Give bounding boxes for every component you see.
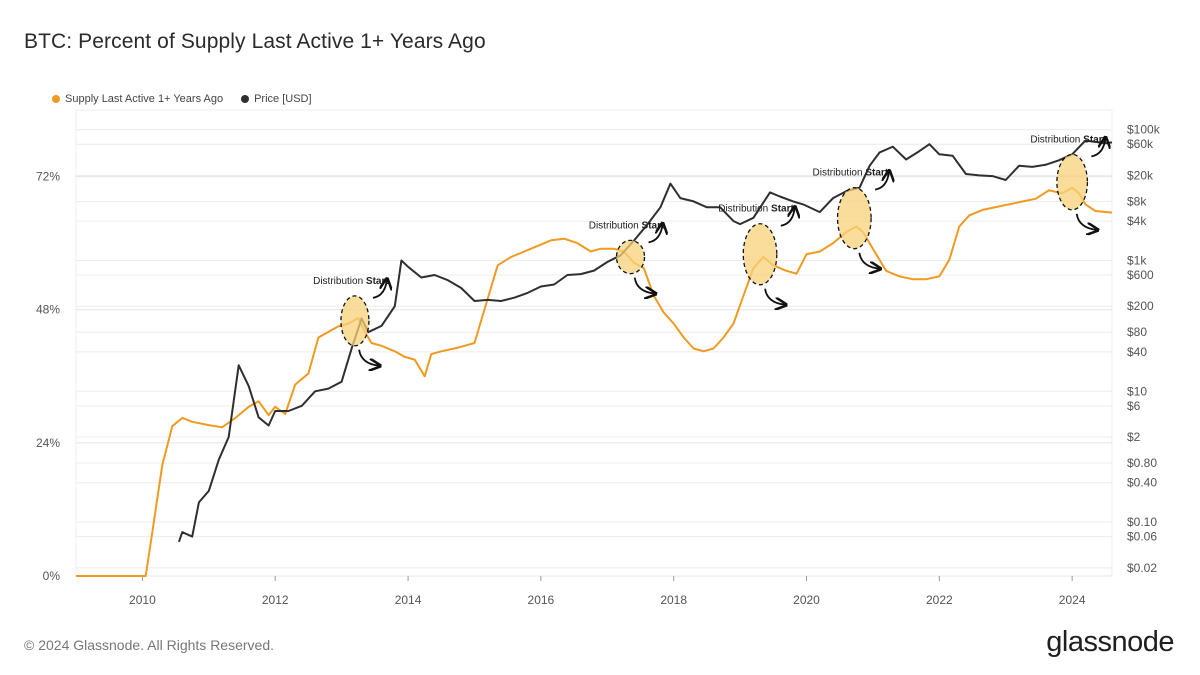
distribution-highlight-ellipse: [1056, 153, 1089, 211]
arrow-up-icon: [874, 172, 889, 191]
chart-title: BTC: Percent of Supply Last Active 1+ Ye…: [24, 30, 486, 53]
distribution-highlight-ellipse: [742, 223, 778, 286]
y-right-tick-label: $80: [1127, 325, 1147, 339]
arrow-down-icon: [858, 252, 879, 269]
grid-lines: [75, 109, 1113, 577]
y-right-tick-label: $60k: [1127, 137, 1154, 151]
y-right-tick-label: $20k: [1127, 168, 1154, 182]
arrow-up-icon: [780, 208, 795, 227]
y-left-tick-label: 48%: [36, 303, 60, 317]
y-left-tick-label: 24%: [36, 436, 60, 450]
arrow-down-icon: [764, 288, 785, 305]
annotation-label: Distribution Start: [589, 220, 665, 231]
arrow-down-icon: [358, 349, 379, 366]
y-right-tick-label: $2: [1127, 430, 1141, 444]
y-left-tick-label: 72%: [36, 170, 60, 184]
y-right-tick-label: $0.06: [1127, 530, 1157, 544]
annotation-label: Distribution Start: [718, 204, 794, 215]
y-right-tick-label: $0.80: [1127, 456, 1157, 470]
annotation-label-bold: Start: [1083, 134, 1106, 145]
y-right-tick-label: $0.10: [1127, 515, 1157, 529]
y-right-tick-label: $4k: [1127, 214, 1147, 228]
legend: Supply Last Active 1+ Years Ago Price [U…: [52, 93, 312, 105]
annotation-label-normal: Distribution: [1030, 134, 1083, 145]
annotation-label: Distribution Start: [313, 276, 389, 287]
legend-dot-supply: [52, 95, 60, 103]
x-tick-label: 2022: [926, 593, 953, 607]
plot-frame: [75, 109, 1113, 577]
arrow-up-icon: [1091, 138, 1105, 158]
distribution-highlight-ellipse: [340, 295, 370, 347]
x-tick-label: 2012: [262, 593, 289, 607]
annotation-label-normal: Distribution: [813, 168, 866, 179]
legend-item-supply[interactable]: Supply Last Active 1+ Years Ago: [52, 93, 223, 105]
y-right-tick-label: $600: [1127, 268, 1154, 282]
arrow-down-icon: [1075, 213, 1097, 230]
supply-line: [76, 186, 1113, 577]
arrow-down-icon: [633, 277, 655, 294]
y-right-tick-label: $100k: [1127, 123, 1161, 137]
axes: $0.02 $0.06$0.10 $0.40 $0.80 $2 $6$10 $40 $80 $2…: [36, 123, 1161, 607]
annotation-label: Distribution Start: [813, 168, 889, 179]
annotation-label-normal: Distribution: [718, 204, 771, 215]
x-tick-label: 2020: [793, 593, 820, 607]
series-layer: [76, 139, 1113, 577]
x-tick-label: 2010: [129, 593, 156, 607]
y-right-tick-label: $200: [1127, 299, 1154, 313]
legend-dot-price: [241, 95, 250, 103]
arrow-up-icon: [648, 224, 663, 244]
annotation-label: Distribution Start: [1030, 134, 1106, 145]
distribution-highlight-ellipse: [615, 239, 646, 275]
annotation-label-bold: Start: [865, 168, 888, 179]
y-left-tick-label: 0%: [43, 569, 61, 583]
legend-item-price[interactable]: Price [USD]: [241, 93, 312, 105]
annotation-label-bold: Start: [642, 220, 665, 231]
copyright-footer: © 2024 Glassnode. All Rights Reserved.: [24, 637, 275, 653]
distribution-highlight-ellipse: [836, 187, 872, 250]
x-tick-label: 2016: [528, 593, 555, 607]
x-tick-label: 2024: [1059, 593, 1086, 607]
annotation-label-normal: Distribution: [313, 276, 366, 287]
annotation-label-bold: Start: [366, 276, 389, 287]
x-tick-label: 2014: [395, 593, 422, 607]
y-right-tick-label: $0.02: [1127, 561, 1157, 575]
price-line: [177, 139, 1113, 543]
brand-logo: glassnode: [1046, 626, 1174, 658]
annotation-label-normal: Distribution: [589, 220, 642, 231]
y-right-tick-label: $1k: [1127, 253, 1147, 267]
legend-label-supply: Supply Last Active 1+ Years Ago: [65, 93, 224, 105]
y-right-tick-label: $40: [1127, 345, 1147, 359]
annotation-label-bold: Start: [771, 204, 794, 215]
y-right-tick-label: $0.40: [1127, 476, 1157, 490]
y-right-tick-label: $6: [1127, 399, 1141, 413]
y-right-tick-label: $8k: [1127, 194, 1147, 208]
y-right-tick-label: $10: [1127, 384, 1147, 398]
x-tick-label: 2018: [660, 593, 687, 607]
arrow-up-icon: [372, 280, 387, 299]
legend-label-price: Price [USD]: [254, 93, 312, 105]
